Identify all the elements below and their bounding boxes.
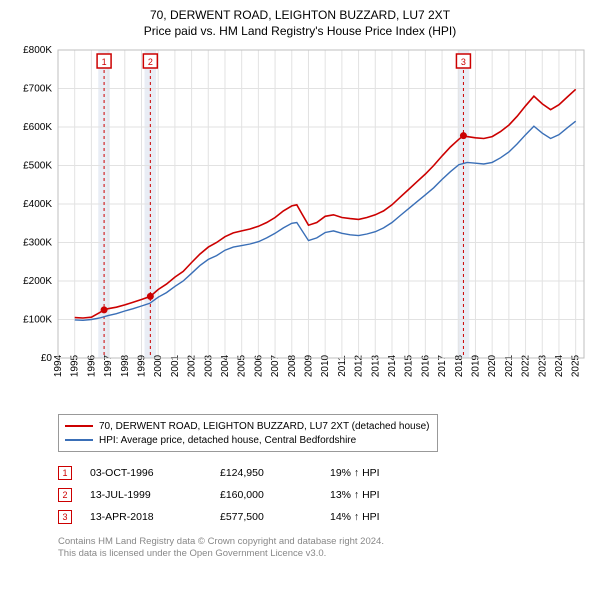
svg-text:£0: £0 xyxy=(41,353,53,364)
legend-row: 70, DERWENT ROAD, LEIGHTON BUZZARD, LU7 … xyxy=(65,419,431,433)
title-subtitle: Price paid vs. HM Land Registry's House … xyxy=(10,24,590,38)
title-block: 70, DERWENT ROAD, LEIGHTON BUZZARD, LU7 … xyxy=(10,8,590,38)
chart-area: £0 £100K £200K £300K £400K £500K £600K £700K £80… xyxy=(10,44,590,404)
transaction-marker: 2 xyxy=(58,488,72,502)
transaction-delta: 14% ↑ HPI xyxy=(330,511,440,523)
svg-text:£800K: £800K xyxy=(23,45,52,56)
svg-text:2: 2 xyxy=(148,57,153,67)
chart-container: 70, DERWENT ROAD, LEIGHTON BUZZARD, LU7 … xyxy=(0,0,600,590)
transaction-marker: 3 xyxy=(58,510,72,524)
title-address: 70, DERWENT ROAD, LEIGHTON BUZZARD, LU7 … xyxy=(10,8,590,22)
transaction-marker: 1 xyxy=(58,466,72,480)
transaction-row: 1 03-OCT-1996£124,95019% ↑ HPI xyxy=(58,462,590,484)
legend-row: HPI: Average price, detached house, Cent… xyxy=(65,433,431,447)
line-chart-svg: £0 £100K £200K £300K £400K £500K £600K £700K £80… xyxy=(10,44,590,404)
svg-text:£500K: £500K xyxy=(23,161,52,172)
footer-line-2: This data is licensed under the Open Gov… xyxy=(58,548,590,560)
transaction-delta: 13% ↑ HPI xyxy=(330,489,440,501)
legend-swatch xyxy=(65,439,93,441)
legend: 70, DERWENT ROAD, LEIGHTON BUZZARD, LU7 … xyxy=(58,414,438,452)
legend-swatch xyxy=(65,425,93,427)
svg-text:£600K: £600K xyxy=(23,122,52,133)
transaction-price: £160,000 xyxy=(220,489,330,501)
footer-attribution: Contains HM Land Registry data © Crown c… xyxy=(58,536,590,560)
footer-line-1: Contains HM Land Registry data © Crown c… xyxy=(58,536,590,548)
svg-text:£700K: £700K xyxy=(23,84,52,95)
svg-text:£100K: £100K xyxy=(23,315,52,326)
legend-label: 70, DERWENT ROAD, LEIGHTON BUZZARD, LU7 … xyxy=(99,421,429,432)
transaction-date: 03-OCT-1996 xyxy=(90,467,220,479)
svg-text:1: 1 xyxy=(102,57,107,67)
svg-text:£400K: £400K xyxy=(23,199,52,210)
svg-text:£200K: £200K xyxy=(23,276,52,287)
legend-label: HPI: Average price, detached house, Cent… xyxy=(99,435,356,446)
svg-text:3: 3 xyxy=(461,57,466,67)
transaction-price: £124,950 xyxy=(220,467,330,479)
transaction-delta: 19% ↑ HPI xyxy=(330,467,440,479)
transaction-price: £577,500 xyxy=(220,511,330,523)
transactions-table: 1 03-OCT-1996£124,95019% ↑ HPI 2 13-JUL-199… xyxy=(58,462,590,528)
transaction-date: 13-APR-2018 xyxy=(90,511,220,523)
transaction-row: 3 13-APR-2018£577,50014% ↑ HPI xyxy=(58,506,590,528)
svg-text:£300K: £300K xyxy=(23,238,52,249)
transaction-date: 13-JUL-1999 xyxy=(90,489,220,501)
transaction-row: 2 13-JUL-1999£160,00013% ↑ HPI xyxy=(58,484,590,506)
